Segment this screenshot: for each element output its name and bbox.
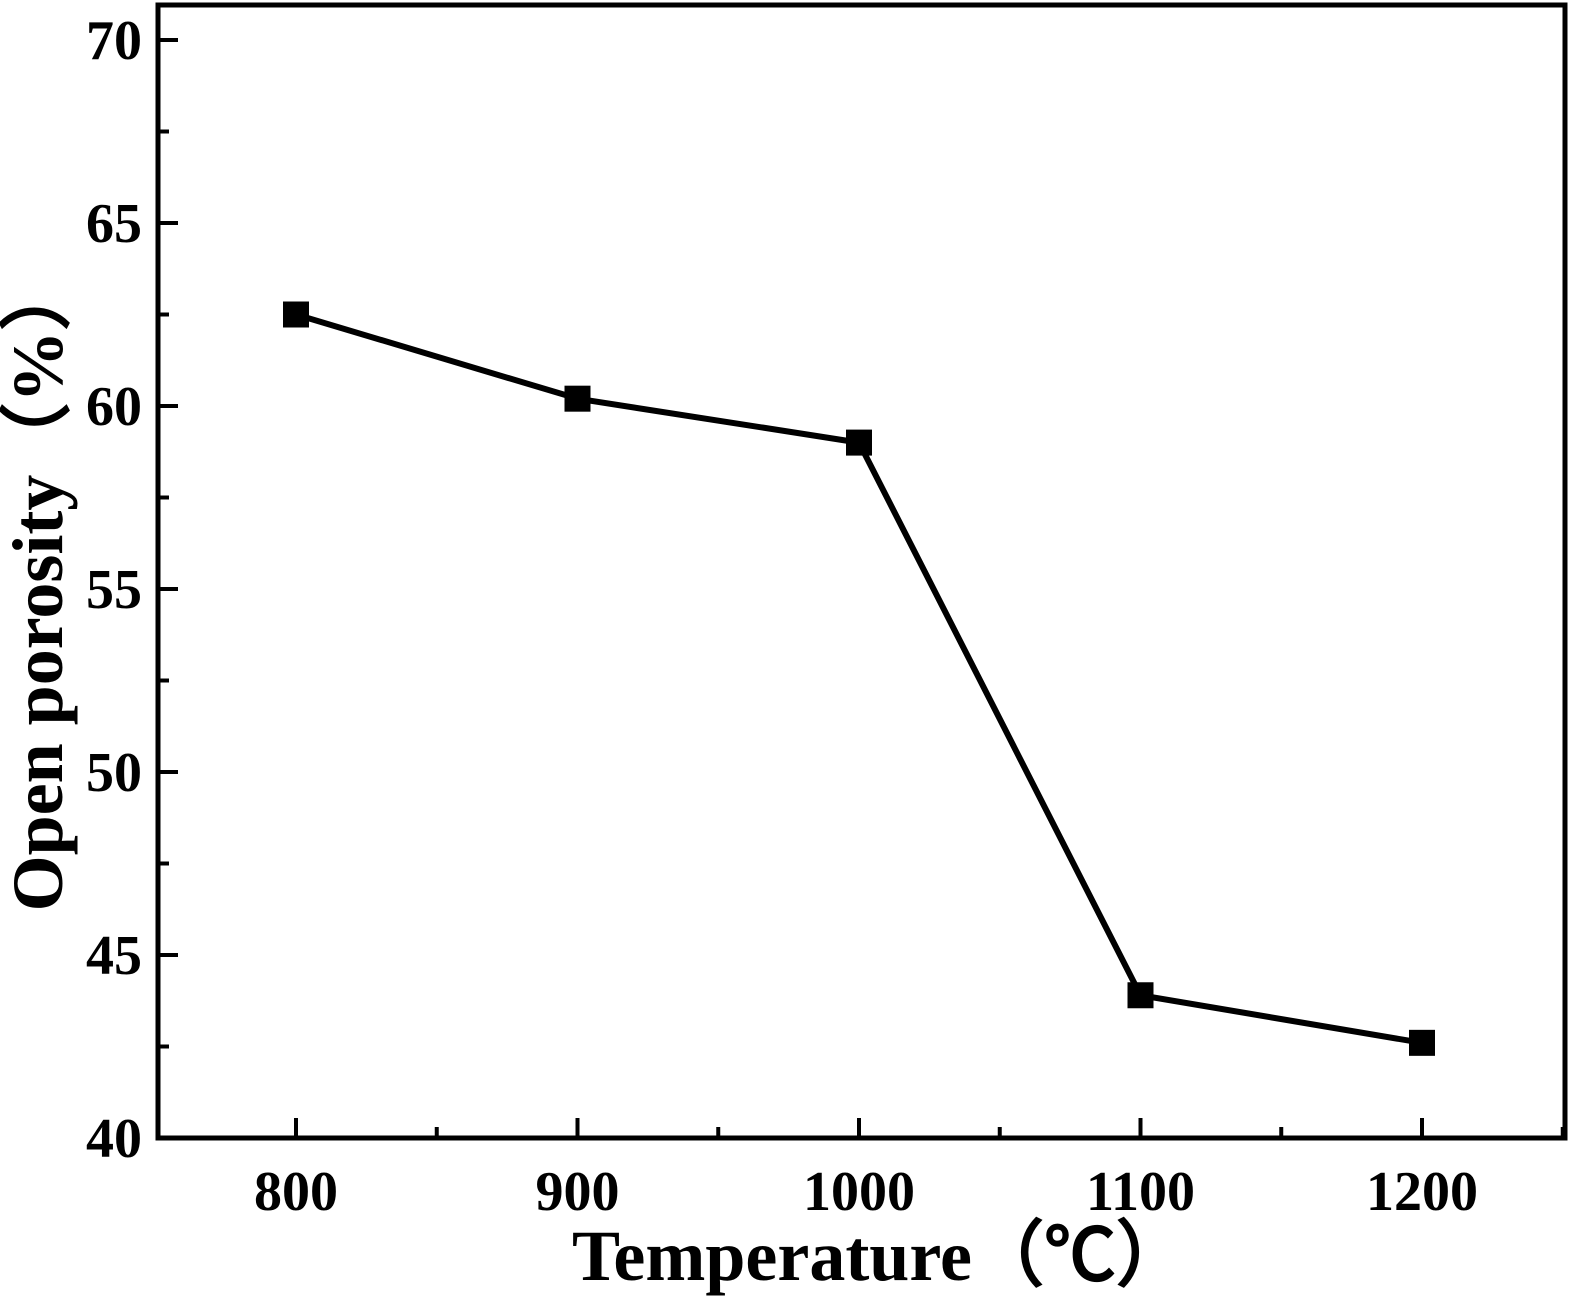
x-tick-label: 1200 <box>1366 1161 1478 1223</box>
y-axis-title: Open porosity（%） <box>0 259 78 912</box>
data-point <box>1127 982 1154 1009</box>
data-point <box>846 429 872 456</box>
data-point <box>283 301 309 328</box>
plot-frame <box>155 2 1568 1141</box>
y-axis-ticks: 40 45 50 55 60 65 70 <box>86 10 178 1170</box>
y-tick-label: 50 <box>86 742 142 804</box>
y-tick-label: 40 <box>86 1108 142 1170</box>
y-tick-label: 70 <box>86 10 142 72</box>
y-tick-label: 55 <box>86 559 142 621</box>
y-tick-label: 45 <box>86 925 142 987</box>
data-point <box>1409 1029 1435 1056</box>
y-tick-label: 65 <box>86 193 142 255</box>
y-tick-label: 60 <box>86 376 142 438</box>
x-tick-label: 800 <box>254 1161 338 1223</box>
series-group <box>283 301 1435 1056</box>
x-tick-label: 1000 <box>803 1161 915 1223</box>
x-axis-title: Temperature（℃） <box>572 1216 1188 1296</box>
data-point <box>564 385 591 412</box>
series-line <box>295 311 1423 1046</box>
x-tick-label: 1100 <box>1086 1161 1195 1223</box>
x-tick-label: 900 <box>536 1161 620 1223</box>
x-axis-ticks: 800 900 1000 1100 1200 <box>254 1118 1565 1223</box>
